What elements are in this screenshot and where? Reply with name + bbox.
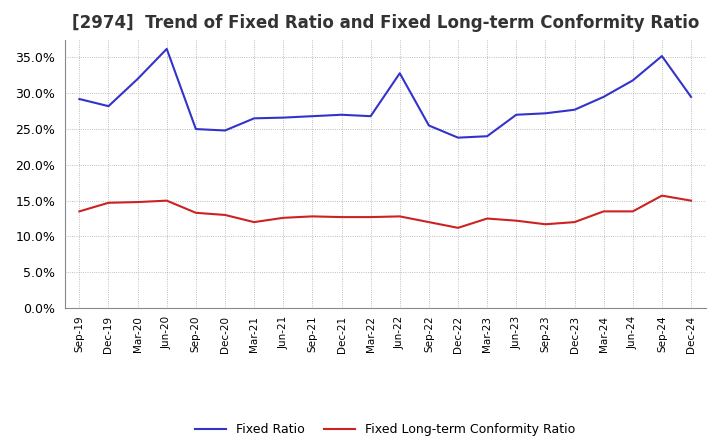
Fixed Long-term Conformity Ratio <box>337 214 346 220</box>
Fixed Long-term Conformity Ratio <box>220 213 229 218</box>
Fixed Ratio <box>599 94 608 99</box>
Fixed Long-term Conformity Ratio <box>541 222 550 227</box>
Fixed Long-term Conformity Ratio <box>599 209 608 214</box>
Line: Fixed Ratio: Fixed Ratio <box>79 49 691 138</box>
Fixed Ratio <box>163 46 171 51</box>
Fixed Long-term Conformity Ratio <box>687 198 696 203</box>
Fixed Ratio <box>570 107 579 112</box>
Fixed Ratio <box>454 135 462 140</box>
Fixed Ratio <box>629 78 637 83</box>
Fixed Long-term Conformity Ratio <box>512 218 521 224</box>
Fixed Long-term Conformity Ratio <box>104 200 113 205</box>
Legend: Fixed Ratio, Fixed Long-term Conformity Ratio: Fixed Ratio, Fixed Long-term Conformity … <box>190 418 580 440</box>
Fixed Long-term Conformity Ratio <box>75 209 84 214</box>
Fixed Long-term Conformity Ratio <box>308 214 317 219</box>
Fixed Long-term Conformity Ratio <box>279 215 287 220</box>
Fixed Ratio <box>192 126 200 132</box>
Fixed Long-term Conformity Ratio <box>250 220 258 225</box>
Fixed Long-term Conformity Ratio <box>570 220 579 225</box>
Fixed Ratio <box>337 112 346 117</box>
Fixed Ratio <box>133 76 142 81</box>
Fixed Ratio <box>541 111 550 116</box>
Fixed Ratio <box>104 103 113 109</box>
Fixed Long-term Conformity Ratio <box>163 198 171 203</box>
Fixed Ratio <box>366 114 375 119</box>
Fixed Ratio <box>250 116 258 121</box>
Fixed Ratio <box>512 112 521 117</box>
Fixed Long-term Conformity Ratio <box>454 225 462 231</box>
Fixed Ratio <box>75 96 84 102</box>
Line: Fixed Long-term Conformity Ratio: Fixed Long-term Conformity Ratio <box>79 196 691 228</box>
Fixed Long-term Conformity Ratio <box>657 193 666 198</box>
Fixed Ratio <box>395 70 404 76</box>
Fixed Long-term Conformity Ratio <box>483 216 492 221</box>
Fixed Ratio <box>308 114 317 119</box>
Fixed Ratio <box>687 94 696 99</box>
Fixed Long-term Conformity Ratio <box>192 210 200 216</box>
Fixed Ratio <box>657 53 666 59</box>
Fixed Ratio <box>425 123 433 128</box>
Fixed Long-term Conformity Ratio <box>133 199 142 205</box>
Fixed Ratio <box>220 128 229 133</box>
Fixed Long-term Conformity Ratio <box>425 220 433 225</box>
Fixed Ratio <box>483 134 492 139</box>
Fixed Ratio <box>279 115 287 120</box>
Fixed Long-term Conformity Ratio <box>366 214 375 220</box>
Fixed Long-term Conformity Ratio <box>629 209 637 214</box>
Fixed Long-term Conformity Ratio <box>395 214 404 219</box>
Title: [2974]  Trend of Fixed Ratio and Fixed Long-term Conformity Ratio: [2974] Trend of Fixed Ratio and Fixed Lo… <box>71 15 699 33</box>
